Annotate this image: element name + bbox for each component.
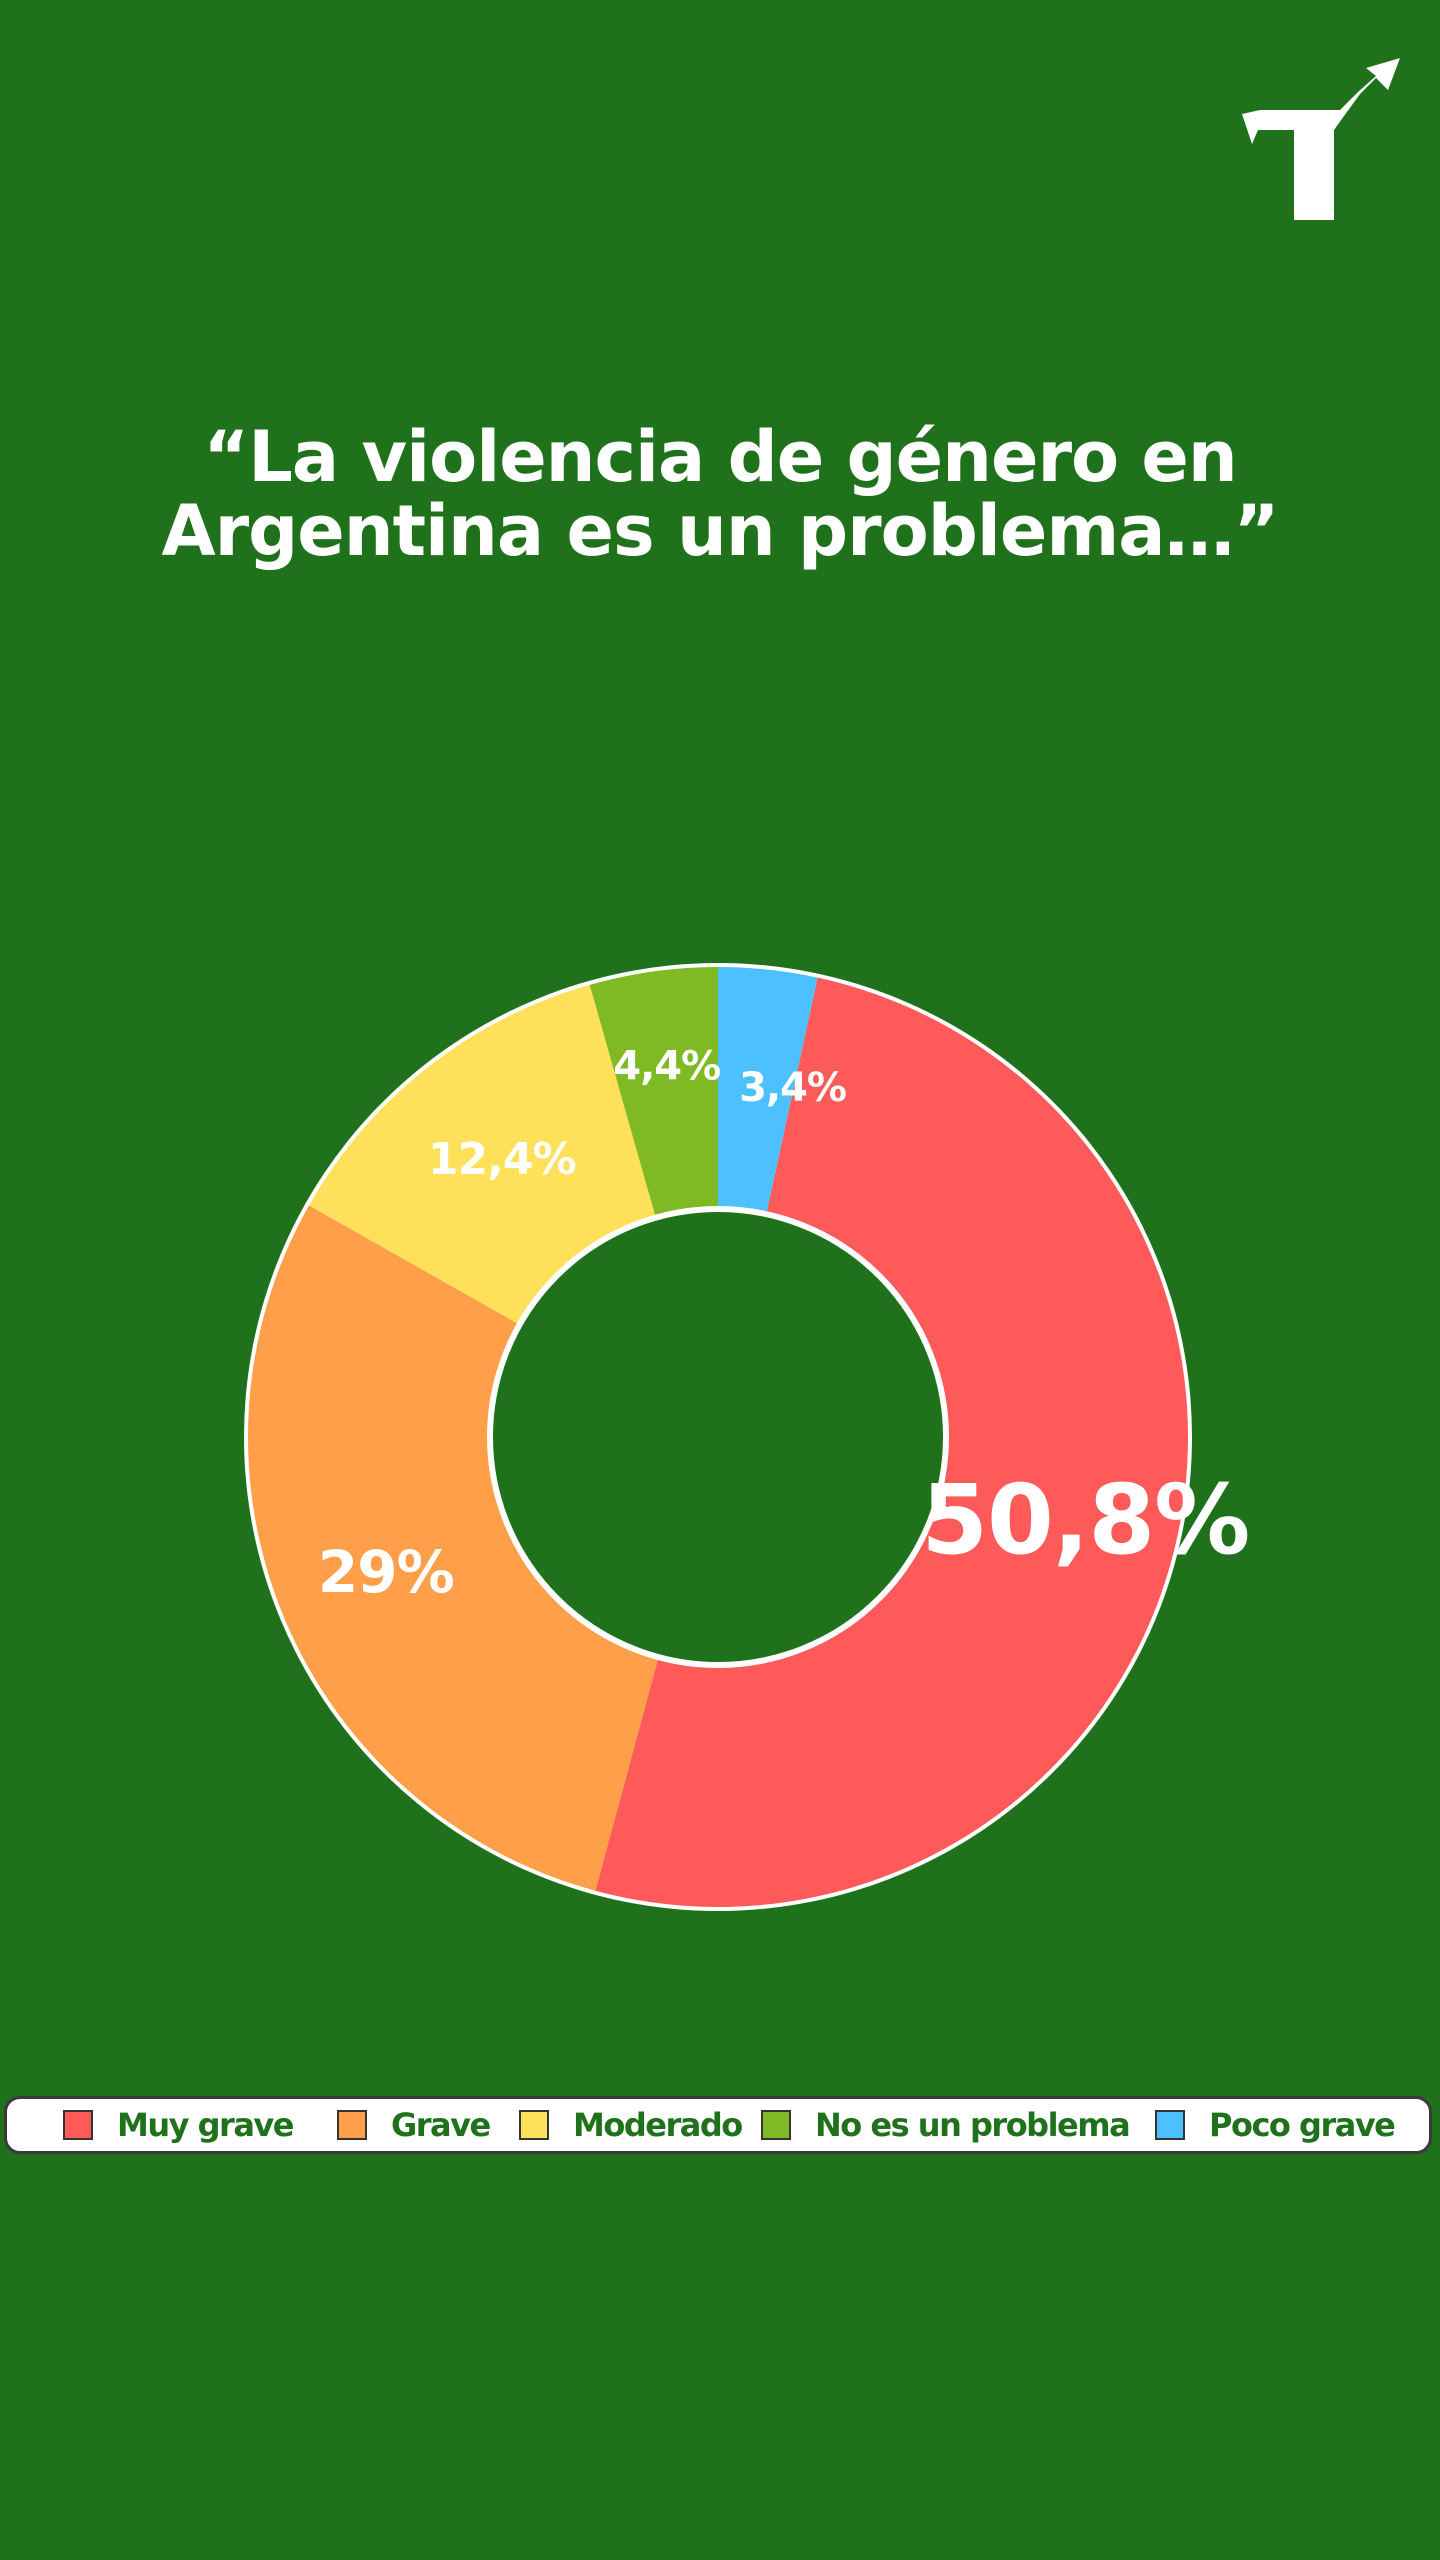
legend-label-muy-grave: Muy grave: [117, 2106, 294, 2144]
slice-label-grave: 29%: [318, 1538, 454, 1606]
legend-item-muy-grave: Muy grave: [63, 2099, 294, 2151]
legend-label-poco-grave: Poco grave: [1209, 2106, 1396, 2144]
turn-arrow-logo-icon: [1242, 58, 1400, 220]
slice-label-muy-grave: 50,8%: [921, 1464, 1249, 1576]
legend-swatch-poco-grave: [1155, 2110, 1185, 2140]
slice-label-poco-grave: 3,4%: [739, 1065, 846, 1111]
donut-hole: [487, 1206, 949, 1668]
legend-swatch-muy-grave: [63, 2110, 93, 2140]
slice-label-moderado: 12,4%: [428, 1134, 576, 1185]
slice-muy-grave: [595, 977, 1189, 1908]
legend-label-moderado: Moderado: [573, 2106, 743, 2144]
legend-label-grave: Grave: [391, 2106, 491, 2144]
slice-moderado: [309, 984, 656, 1325]
legend-item-grave: Grave: [337, 2099, 491, 2151]
legend-item-no-es-un-problema: No es un problema: [761, 2099, 1131, 2151]
legend-label-no-es-un-problema: No es un problema: [815, 2106, 1131, 2144]
legend-item-moderado: Moderado: [519, 2099, 743, 2151]
legend-swatch-no-es-un-problema: [761, 2110, 791, 2140]
chart-legend: Muy grave Grave Moderado No es un problema P…: [4, 2096, 1432, 2154]
donut-slices: [244, 963, 1192, 1911]
chart-title: “La violencia de género en Argentina es …: [120, 420, 1320, 568]
slice-label-no-es-un-problema: 4,4%: [613, 1044, 720, 1090]
legend-item-poco-grave: Poco grave: [1155, 2099, 1396, 2151]
slice-poco-grave: [718, 967, 818, 1215]
legend-swatch-moderado: [519, 2110, 549, 2140]
slice-labels: 3,4% 50,8% 29% 12,4% 4,4%: [318, 1044, 1250, 1606]
slice-no-es-un-problema: [589, 967, 718, 1218]
legend-swatch-grave: [337, 2110, 367, 2140]
slice-grave: [248, 1205, 659, 1891]
title-line-2: Argentina es un problema…”: [161, 490, 1279, 572]
title-line-1: “La violencia de género en: [203, 416, 1237, 498]
